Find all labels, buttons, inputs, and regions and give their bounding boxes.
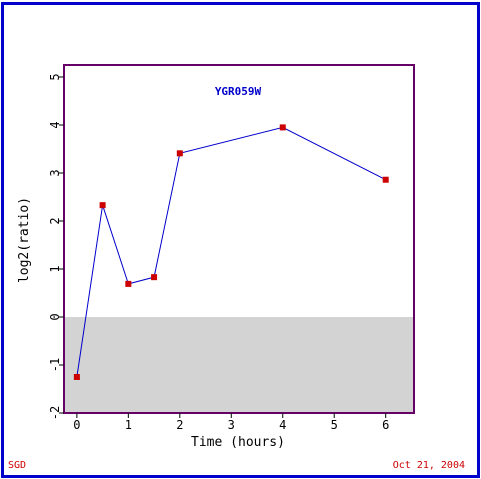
data-point [279, 124, 286, 131]
y-axis-label: log2(ratio) [17, 197, 32, 283]
plot-area [63, 64, 415, 414]
series-group [73, 124, 389, 380]
y-tick-label: 2 [48, 217, 62, 224]
x-tick-label: 0 [73, 418, 80, 432]
footer-date: Oct 21, 2004 [392, 460, 465, 471]
y-tick-label: 3 [48, 169, 62, 176]
data-point [99, 202, 106, 209]
x-tick-label: 4 [279, 418, 286, 432]
x-tick-label: 5 [331, 418, 338, 432]
y-tick-label: 0 [48, 313, 62, 320]
x-tick-label: 2 [176, 418, 183, 432]
data-point [151, 274, 158, 281]
x-tick-label: 1 [125, 418, 132, 432]
x-tick-label: 3 [228, 418, 235, 432]
y-tick-label: 5 [48, 73, 62, 80]
x-axis: 0 1 2 3 4 5 6 [73, 413, 389, 432]
x-tick-label: 6 [382, 418, 389, 432]
data-point [125, 280, 132, 287]
y-tick-label: -2 [48, 406, 62, 420]
x-axis-label: Time (hours) [191, 435, 285, 450]
y-tick-label: -1 [48, 358, 62, 372]
y-tick-label: 1 [48, 265, 62, 272]
negative-region-shade [64, 317, 414, 413]
footer-source: SGD [8, 460, 27, 471]
y-tick-label: 4 [48, 121, 62, 128]
data-point [382, 176, 389, 183]
y-axis: -2 -1 0 1 2 3 4 5 [48, 73, 64, 420]
data-point [176, 150, 183, 157]
data-point [73, 374, 80, 380]
chart-title: YGR059W [215, 85, 262, 98]
